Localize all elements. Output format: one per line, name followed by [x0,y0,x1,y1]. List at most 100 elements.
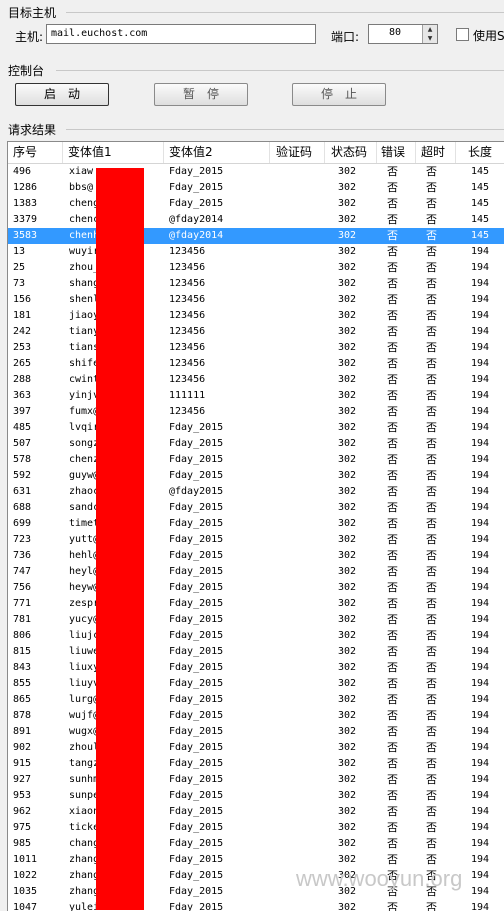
row-length: 194 [471,406,490,417]
row-length: 194 [471,518,490,529]
row-var2: Fday_2015 [169,582,224,593]
row-timeout: 否 [426,805,437,818]
row-status: 302 [338,870,357,881]
host-input[interactable]: mail.euchost.com [46,24,316,44]
row-var1: wugx@ [69,726,100,737]
column-header-timeout[interactable]: 超时 [416,142,456,163]
ssl-checkbox[interactable] [456,28,469,41]
table-row[interactable]: 1286 bbs@ Fday_2015 302 否 否 145 [8,180,504,196]
table-row[interactable]: 3583 chenh @fday2014 302 否 否 145 [8,228,504,244]
table-row[interactable]: 3379 chenc @fday2014 302 否 否 145 [8,212,504,228]
table-row[interactable]: 815 liuwe Fday_2015 302 否 否 194 [8,644,504,660]
row-seq: 3379 [13,214,38,225]
table-row[interactable]: 397 fumx@ 123456 302 否 否 194 [8,404,504,420]
row-error: 否 [387,661,398,674]
table-row[interactable]: 485 lvqir Fday_2015 302 否 否 194 [8,420,504,436]
table-row[interactable]: 496 xiaw Fday_2015 302 否 否 145 [8,164,504,180]
table-row[interactable]: 25 zhou_ 123456 302 否 否 194 [8,260,504,276]
table-row[interactable]: 1022 zhang Fday_2015 302 否 否 194 [8,868,504,884]
row-seq: 878 [13,710,32,721]
table-row[interactable]: 891 wugx@ Fday_2015 302 否 否 194 [8,724,504,740]
table-row[interactable]: 927 sunhm Fday_2015 302 否 否 194 [8,772,504,788]
column-header-seq[interactable]: 序号 [8,142,63,163]
row-length: 194 [471,790,490,801]
table-row[interactable]: 13 wuyir 123456 302 否 否 194 [8,244,504,260]
table-row[interactable]: 688 sandc Fday_2015 302 否 否 194 [8,500,504,516]
row-status: 302 [338,358,357,369]
row-status: 302 [338,374,357,385]
row-var1: zhang [69,854,100,865]
row-seq: 181 [13,310,32,321]
table-row[interactable]: 962 xiaon Fday_2015 302 否 否 194 [8,804,504,820]
table-row[interactable]: 878 wujf@ Fday_2015 302 否 否 194 [8,708,504,724]
table-row[interactable]: 1383 cheng Fday_2015 302 否 否 145 [8,196,504,212]
table-row[interactable]: 181 jiaoy 123456 302 否 否 194 [8,308,504,324]
table-row[interactable]: 736 hehl@ Fday_2015 302 否 否 194 [8,548,504,564]
table-row[interactable]: 756 heyw@ Fday_2015 302 否 否 194 [8,580,504,596]
spin-down-icon[interactable]: ▼ [422,34,437,43]
table-row[interactable]: 699 timet Fday_2015 302 否 否 194 [8,516,504,532]
row-error: 否 [387,869,398,882]
table-row[interactable]: 843 liuxy Fday_2015 302 否 否 194 [8,660,504,676]
results-table[interactable]: 序号 变体值1 变体值2 验证码 状态码 错误 超时 长度 496 xiaw Fda… [7,141,504,911]
row-seq: 1383 [13,198,38,209]
table-row[interactable]: 578 chenz Fday_2015 302 否 否 194 [8,452,504,468]
column-header-error[interactable]: 错误 [377,142,416,163]
table-row[interactable]: 1035 zhang Fday_2015 302 否 否 194 [8,884,504,900]
table-row[interactable]: 747 heyl@ Fday_2015 302 否 否 194 [8,564,504,580]
table-row[interactable]: 592 guyw@ Fday_2015 302 否 否 194 [8,468,504,484]
table-row[interactable]: 288 cwint 123456 302 否 否 194 [8,372,504,388]
port-spinner[interactable]: 80 ▲ ▼ [368,24,438,44]
host-label: 主机: [15,30,44,44]
column-header-var2[interactable]: 变体值2 [164,142,270,163]
table-row[interactable]: 1011 zhang Fday_2015 302 否 否 194 [8,852,504,868]
row-seq: 631 [13,486,32,497]
table-row[interactable]: 865 lurg@ Fday_2015 302 否 否 194 [8,692,504,708]
table-row[interactable]: 915 tangz Fday_2015 302 否 否 194 [8,756,504,772]
port-value[interactable]: 80 [388,27,402,38]
spin-up-icon[interactable]: ▲ [422,25,437,34]
table-row[interactable]: 806 liujc Fday_2015 302 否 否 194 [8,628,504,644]
stop-button[interactable]: 停止 [292,83,386,106]
table-row[interactable]: 631 zhaoc @fday2015 302 否 否 194 [8,484,504,500]
table-row[interactable]: 363 yinjv 111111 302 否 否 194 [8,388,504,404]
table-row[interactable]: 156 shenl 123456 302 否 否 194 [8,292,504,308]
column-header-var1[interactable]: 变体值1 [63,142,164,163]
table-row[interactable]: 723 yutt@ Fday_2015 302 否 否 194 [8,532,504,548]
row-status: 302 [338,662,357,673]
row-error: 否 [387,725,398,738]
table-row[interactable]: 781 yucy@ Fday_2015 302 否 否 194 [8,612,504,628]
row-seq: 265 [13,358,32,369]
table-row[interactable]: 953 sunpe Fday_2015 302 否 否 194 [8,788,504,804]
row-seq: 855 [13,678,32,689]
table-row[interactable]: 855 liuyv Fday_2015 302 否 否 194 [8,676,504,692]
row-var1: ticke [69,822,100,833]
table-row[interactable]: 242 tiany 123456 302 否 否 194 [8,324,504,340]
pause-button[interactable]: 暂停 [154,83,248,106]
table-row[interactable]: 265 shife 123456 302 否 否 194 [8,356,504,372]
row-error: 否 [387,389,398,402]
table-row[interactable]: 771 zespr Fday_2015 302 否 否 194 [8,596,504,612]
table-row[interactable]: 73 shang 123456 302 否 否 194 [8,276,504,292]
table-row[interactable]: 975 ticke Fday_2015 302 否 否 194 [8,820,504,836]
column-header-length[interactable]: 长度 [468,145,493,159]
row-var1: wujf@ [69,710,100,721]
row-error: 否 [387,485,398,498]
row-var1: hehl@ [69,550,100,561]
start-button[interactable]: 启动 [15,83,109,106]
table-row[interactable]: 1047 yulei Fday_2015 302 否 否 194 [8,900,504,911]
column-header-captcha[interactable]: 验证码 [270,142,325,163]
group-divider [66,12,504,13]
row-var2: 123456 [169,310,206,321]
row-error: 否 [387,453,398,466]
row-length: 194 [471,310,490,321]
row-length: 194 [471,550,490,561]
table-row[interactable]: 253 tians 123456 302 否 否 194 [8,340,504,356]
table-row[interactable]: 985 chang Fday_2015 302 否 否 194 [8,836,504,852]
row-status: 302 [338,550,357,561]
table-row[interactable]: 902 zhoul Fday_2015 302 否 否 194 [8,740,504,756]
row-seq: 815 [13,646,32,657]
table-row[interactable]: 507 songz Fday_2015 302 否 否 194 [8,436,504,452]
column-header-status[interactable]: 状态码 [325,142,377,163]
row-error: 否 [387,549,398,562]
